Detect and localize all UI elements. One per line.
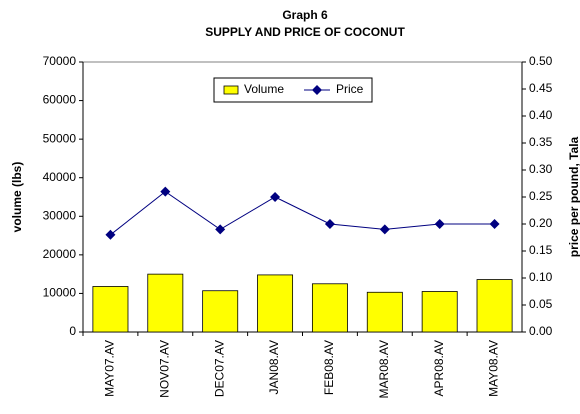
x-tick-label: JAN08.AV xyxy=(267,340,281,394)
y2-tick-label: 0.40 xyxy=(529,108,553,122)
price-marker xyxy=(434,219,445,229)
price-marker xyxy=(215,224,226,235)
y-tick-label: 30000 xyxy=(43,208,77,222)
y-tick-label: 20000 xyxy=(43,247,77,261)
y-tick-label: 0 xyxy=(69,324,76,338)
y2-tick-label: 0.25 xyxy=(529,189,553,203)
y-tick-label: 10000 xyxy=(43,286,77,300)
x-tick-label: MAY07.AV xyxy=(103,340,117,397)
y2-tick-label: 0.30 xyxy=(529,162,553,176)
bar xyxy=(366,291,403,333)
y2-tick-label: 0.20 xyxy=(529,216,553,230)
bar xyxy=(311,283,348,333)
bar xyxy=(476,279,513,333)
y2-tick-label: 0.10 xyxy=(529,270,553,284)
x-tick-label: MAY08.AV xyxy=(487,340,501,397)
y2-tick-label: 0.15 xyxy=(529,243,553,257)
y2-tick-label: 0.05 xyxy=(529,297,553,311)
price-marker xyxy=(379,224,390,235)
bar xyxy=(92,286,129,333)
price-marker xyxy=(324,219,335,229)
bar xyxy=(147,273,184,333)
price-marker xyxy=(105,229,116,240)
x-tick-label: MAR08.AV xyxy=(377,340,391,398)
price-marker xyxy=(160,186,171,197)
x-tick-label: DEC07.AV xyxy=(212,340,226,397)
y-tick-label: 70000 xyxy=(43,54,77,68)
y2-tick-label: 0.50 xyxy=(529,54,553,68)
bar xyxy=(421,291,458,333)
bar xyxy=(202,290,239,333)
chart-title: Graph 6 xyxy=(282,8,328,22)
legend-label: Price xyxy=(336,82,364,96)
legend-swatch xyxy=(223,85,239,95)
y2-tick-label: 0.35 xyxy=(529,135,553,149)
legend-label: Volume xyxy=(244,82,284,96)
x-tick-label: APR08.AV xyxy=(432,340,446,396)
x-tick-label: FEB08.AV xyxy=(322,340,336,395)
y-tick-label: 60000 xyxy=(43,93,77,107)
legend-marker xyxy=(312,85,322,95)
y2-tick-label: 0.45 xyxy=(529,81,553,95)
x-tick-label: NOV07.AV xyxy=(157,340,171,398)
bar xyxy=(257,274,294,333)
y2-tick-label: 0.00 xyxy=(529,324,553,338)
legend-box xyxy=(213,77,373,103)
y2-axis-label: price per pound, Tala xyxy=(567,136,580,257)
price-marker xyxy=(270,192,281,202)
y-tick-label: 40000 xyxy=(43,170,77,184)
chart-subtitle: SUPPLY AND PRICE OF COCONUT xyxy=(205,25,405,39)
y-axis-label: volume (lbs) xyxy=(10,162,24,233)
price-marker xyxy=(489,219,500,229)
price-line xyxy=(110,190,495,236)
y-tick-label: 50000 xyxy=(43,131,77,145)
